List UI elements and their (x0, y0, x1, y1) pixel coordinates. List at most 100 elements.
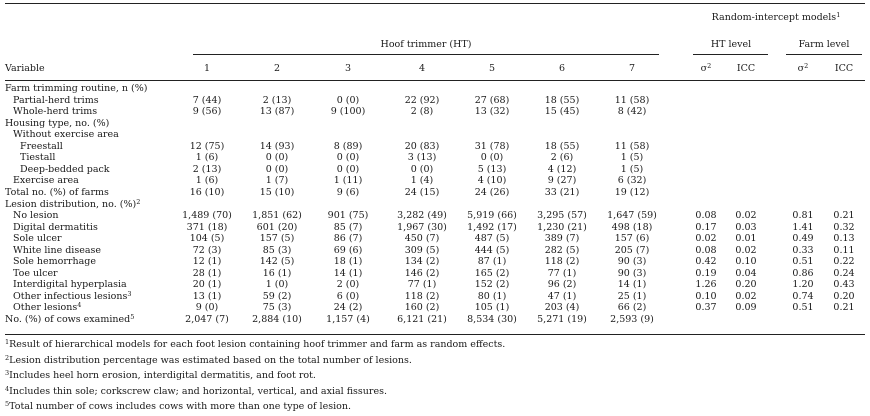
cell-ht-sigma: 0.17 (695, 221, 717, 233)
cell-trimmer-6: 1,230 (21) (537, 221, 587, 233)
footnote: 1Result of hierarchical models for each … (5, 338, 506, 350)
cell-trimmer-3: 1,157 (4) (326, 314, 370, 325)
trimmer-1-header: 1 (203, 63, 211, 74)
cell-trimmer-5: 27 (68) (474, 94, 510, 106)
cell-trimmer-1: 12 (75) (189, 140, 225, 152)
row-label: Toe ulcer (13, 267, 58, 279)
footnote: 2Lesion distribution percentage was esti… (5, 353, 412, 366)
cell-trimmer-5: 24 (26) (474, 186, 510, 198)
cell-trimmer-7: 11 (58) (614, 94, 650, 106)
cell-trimmer-3: 9 (6) (336, 186, 360, 198)
cell-trimmer-6: 18 (55) (544, 140, 580, 152)
cell-trimmer-4: 0 (0) (410, 163, 434, 175)
cell-ht-sigma: 1.26 (695, 279, 717, 291)
cell-trimmer-5: 8,534 (30) (467, 314, 517, 325)
cell-trimmer-6: 77 (1) (547, 267, 577, 279)
cell-trimmer-5: 13 (32) (474, 106, 510, 118)
cell-ht-icc: 0.10 (735, 256, 757, 268)
cell-trimmer-6: 18 (55) (544, 94, 580, 106)
cell-trimmer-4: 6,121 (21) (397, 314, 447, 325)
row-label: Total no. (%) of farms (5, 186, 109, 198)
cell-ht-sigma: 0.08 (695, 210, 717, 222)
row-label: Digital dermatitis (13, 221, 98, 233)
cell-trimmer-1: 9 (0) (195, 302, 219, 314)
cell-trimmer-1: 104 (5) (189, 233, 225, 245)
cell-ht-icc: 0.03 (735, 221, 757, 233)
hoof-trimmer-rule (193, 54, 659, 55)
farm-icc-header: ICC (834, 63, 854, 74)
footnote: 4Includes thin sole; corkscrew claw; and… (5, 384, 387, 397)
cell-trimmer-2: 0 (0) (265, 152, 289, 164)
row-label: Whole-herd trims (13, 106, 98, 118)
cell-trimmer-6: 389 (7) (544, 233, 580, 245)
cell-trimmer-6: 3,295 (57) (537, 210, 587, 222)
cell-trimmer-6: 2 (6) (550, 152, 574, 164)
cell-trimmer-5: 87 (1) (477, 256, 507, 268)
cell-trimmer-2: 142 (5) (259, 256, 295, 268)
cell-farm-icc: 0.20 (833, 290, 855, 302)
cell-farm-sigma: 0.51 (792, 256, 814, 268)
cell-farm-sigma: 0.51 (792, 302, 814, 314)
cell-trimmer-5: 5 (13) (477, 163, 507, 175)
cell-trimmer-4: 309 (5) (404, 244, 440, 256)
row-label: Interdigital hyperplasia (13, 279, 127, 291)
cell-trimmer-2: 59 (2) (262, 290, 292, 302)
ht-level-rule (693, 54, 768, 55)
table-bottom-rule (5, 334, 865, 335)
cell-trimmer-4: 77 (1) (407, 279, 437, 291)
cell-farm-icc: 0.32 (833, 221, 855, 233)
row-label: Farm trimming routine, n (%) (5, 83, 148, 94)
hoof-trimmer-header: Hoof trimmer (HT) (380, 39, 472, 50)
cell-trimmer-5: 80 (1) (477, 290, 507, 302)
cell-farm-icc: 0.24 (833, 267, 855, 279)
trimmer-6-header: 6 (558, 63, 566, 74)
cell-farm-sigma: 0.74 (792, 290, 814, 302)
cell-trimmer-5: 152 (2) (474, 279, 510, 291)
row-label: Deep-bedded pack (20, 163, 110, 175)
cell-trimmer-7: 2,593 (9) (610, 314, 654, 325)
cell-ht-sigma: 0.19 (695, 267, 717, 279)
cell-trimmer-6: 5,271 (19) (537, 314, 587, 325)
cell-farm-sigma: 0.81 (792, 210, 814, 222)
cell-trimmer-2: 2 (13) (262, 94, 292, 106)
cell-trimmer-1: 72 (3) (192, 244, 222, 256)
cell-trimmer-6: 203 (4) (544, 302, 580, 314)
cell-trimmer-5: 165 (2) (474, 267, 510, 279)
cell-trimmer-2: 75 (3) (262, 302, 292, 314)
row-label: No lesion (13, 210, 59, 222)
cell-trimmer-7: 25 (1) (617, 290, 647, 302)
cell-trimmer-1: 2 (13) (192, 163, 222, 175)
row-label: Freestall (20, 140, 63, 152)
cell-trimmer-3: 9 (100) (330, 106, 366, 118)
cell-trimmer-1: 1,489 (70) (182, 210, 232, 222)
row-label: No. (%) of cows examined5 (5, 313, 135, 325)
cell-trimmer-6: 4 (12) (547, 163, 577, 175)
cell-trimmer-5: 444 (5) (474, 244, 510, 256)
cell-farm-icc: 0.11 (833, 244, 855, 256)
cell-trimmer-5: 1,492 (17) (467, 221, 517, 233)
cell-trimmer-2: 0 (0) (265, 163, 289, 175)
farm-sigma-header: σ2 (797, 62, 809, 74)
cell-trimmer-7: 157 (6) (614, 233, 650, 245)
row-label: Lesion distribution, no. (%)2 (5, 197, 141, 210)
cell-trimmer-2: 13 (87) (259, 106, 295, 118)
cell-trimmer-4: 20 (83) (404, 140, 440, 152)
cell-trimmer-2: 601 (20) (256, 221, 298, 233)
cell-trimmer-5: 4 (10) (477, 175, 507, 187)
cell-trimmer-4: 1 (4) (410, 175, 434, 187)
ht-icc-header: ICC (736, 63, 756, 74)
cell-trimmer-3: 0 (0) (336, 152, 360, 164)
farm-level-rule (786, 54, 862, 55)
cell-trimmer-1: 28 (1) (192, 267, 222, 279)
row-label: Partial-herd trims (13, 94, 99, 106)
trimmer-2-header: 2 (273, 63, 281, 74)
cell-trimmer-3: 69 (6) (333, 244, 363, 256)
cell-ht-sigma: 0.10 (695, 290, 717, 302)
row-label: Exercise area (13, 175, 79, 187)
cell-trimmer-3: 8 (89) (333, 140, 363, 152)
cell-farm-sigma: 1.20 (792, 279, 814, 291)
cell-ht-sigma: 0.08 (695, 244, 717, 256)
cell-trimmer-7: 6 (32) (617, 175, 647, 187)
trimmer-4-header: 4 (418, 63, 426, 74)
